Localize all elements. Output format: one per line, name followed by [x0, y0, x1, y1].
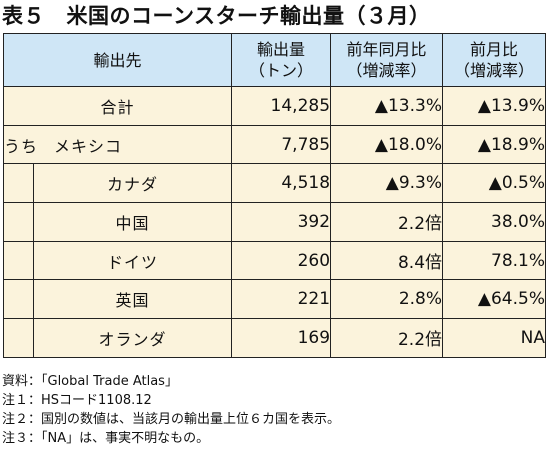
indent-cell [3, 318, 34, 358]
uchi-prefix: うち [4, 136, 39, 156]
export-table: 輸出先 輸出量 （トン） 前年同月比 （増減率） 前月比 （増減率） 合計 14,28… [2, 33, 547, 358]
footnote-1: 注１：HSコード1108.12 [2, 393, 152, 408]
header-row: 輸出先 輸出量 （トン） 前年同月比 （増減率） 前月比 （増減率） [2, 33, 547, 87]
mom-cell: ▲18.9% [442, 124, 547, 165]
header-yoy: 前年同月比 （増減率） [330, 33, 444, 87]
yoy-cell: ▲18.0% [330, 124, 444, 165]
yoy-cell: 2.2倍 [330, 318, 444, 358]
total-yoy: ▲13.3% [330, 86, 444, 126]
volume-cell: 392 [231, 202, 332, 242]
volume-cell: 169 [231, 318, 332, 358]
indent-cell [3, 202, 34, 242]
yoy-cell: 2.2倍 [330, 202, 444, 242]
yoy-cell: ▲9.3% [330, 163, 444, 204]
table-row: オランダ 169 2.2倍 NA [3, 318, 547, 358]
mom-cell: ▲0.5% [442, 163, 547, 204]
volume-cell: 7,785 [231, 124, 332, 165]
table-row: 中国 392 2.2倍 38.0% [3, 202, 547, 242]
total-label: 合計 [2, 86, 233, 126]
total-volume: 14,285 [231, 86, 332, 126]
header-destination-label: 輸出先 [93, 50, 142, 70]
yoy-cell: 8.4倍 [330, 240, 444, 281]
table-title: 表５ 米国のコーンスターチ輸出量（３月） [2, 4, 431, 28]
header-volume: 輸出量 （トン） [231, 33, 332, 87]
country-cell-mexico: うち メキシコ [2, 124, 233, 165]
volume-cell: 4,518 [231, 163, 332, 204]
header-volume-label: 輸出量 （トン） [249, 40, 314, 80]
header-destination: 輸出先 [2, 33, 233, 87]
header-mom: 前月比 （増減率） [442, 33, 547, 87]
table-row: 英国 221 2.8% ▲64.5% [3, 279, 547, 320]
footnote-source: 資料：「Global Trade Atlas」 [2, 374, 178, 389]
yoy-cell: 2.8% [330, 279, 444, 320]
mom-cell: 38.0% [442, 202, 547, 242]
total-row: 合計 14,285 ▲13.3% ▲13.9% [2, 86, 547, 126]
table-row: ドイツ 260 8.4倍 78.1% [3, 240, 547, 281]
mom-cell: NA [442, 318, 547, 358]
footnotes: 資料：「Global Trade Atlas」 注１：HSコード1108.12 … [2, 372, 340, 448]
country-label: メキシコ [54, 136, 123, 156]
mom-cell: ▲64.5% [442, 279, 547, 320]
header-yoy-label: 前年同月比 （増減率） [346, 40, 427, 80]
footnote-3: 注３：「NA」は、事実不明なもの。 [2, 431, 210, 446]
header-mom-label: 前月比 （増減率） [454, 40, 535, 80]
indent-cell [3, 240, 34, 281]
country-label: オランダ [32, 318, 233, 358]
table-row: カナダ 4,518 ▲9.3% ▲0.5% [3, 163, 547, 204]
volume-cell: 221 [231, 279, 332, 320]
country-label: 英国 [32, 279, 233, 320]
country-label: ドイツ [32, 240, 233, 281]
indent-cell [3, 163, 34, 204]
volume-cell: 260 [231, 240, 332, 281]
total-mom: ▲13.9% [442, 86, 547, 126]
footnote-2: 注２：国別の数値は、当該月の輸出量上位６カ国を表示。 [2, 412, 341, 427]
indent-cell [3, 279, 34, 320]
country-label: カナダ [32, 163, 233, 204]
table-row: うち メキシコ 7,785 ▲18.0% ▲18.9% [2, 124, 547, 165]
mom-cell: 78.1% [442, 240, 547, 281]
country-label: 中国 [32, 202, 233, 242]
